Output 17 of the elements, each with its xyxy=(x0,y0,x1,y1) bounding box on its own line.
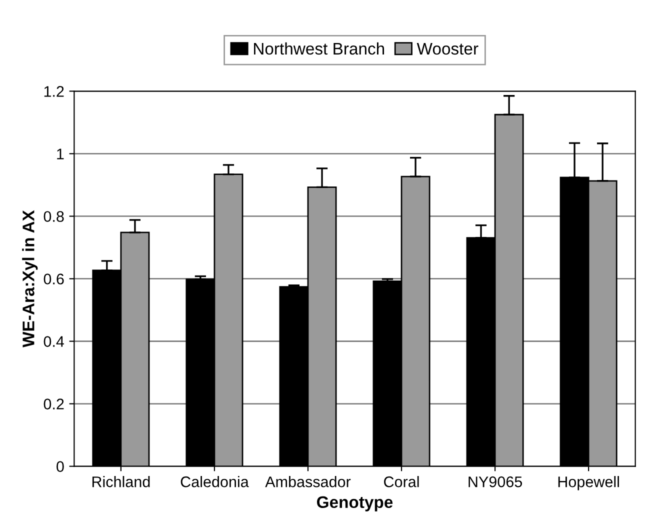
y-tick-label: 0.2 xyxy=(44,398,64,410)
y-tick-label: 0.4 xyxy=(44,336,64,347)
y-tick-label: 0.6 xyxy=(44,274,64,284)
y-tick-label: 1 xyxy=(57,148,64,160)
y-tick-label: 0 xyxy=(56,461,64,472)
x-tick-label: NY9065 xyxy=(468,476,522,488)
legend-label: Wooster xyxy=(416,43,478,55)
x-tick-label: Caledonia xyxy=(180,476,249,488)
y-tick-label: 1.2 xyxy=(44,86,64,97)
x-tick-label: Ambassador xyxy=(265,476,351,488)
x-axis-title: Genotype xyxy=(317,496,393,512)
x-tick-label: Richland xyxy=(92,476,150,488)
x-tick-label: Hopewell xyxy=(558,476,619,490)
legend-label: Northwest Branch xyxy=(254,42,384,55)
y-axis-title: WE-Ara:Xyl in AX xyxy=(22,210,38,348)
y-tick-label: 0.8 xyxy=(44,211,64,222)
x-tick-label: Coral xyxy=(384,476,419,488)
